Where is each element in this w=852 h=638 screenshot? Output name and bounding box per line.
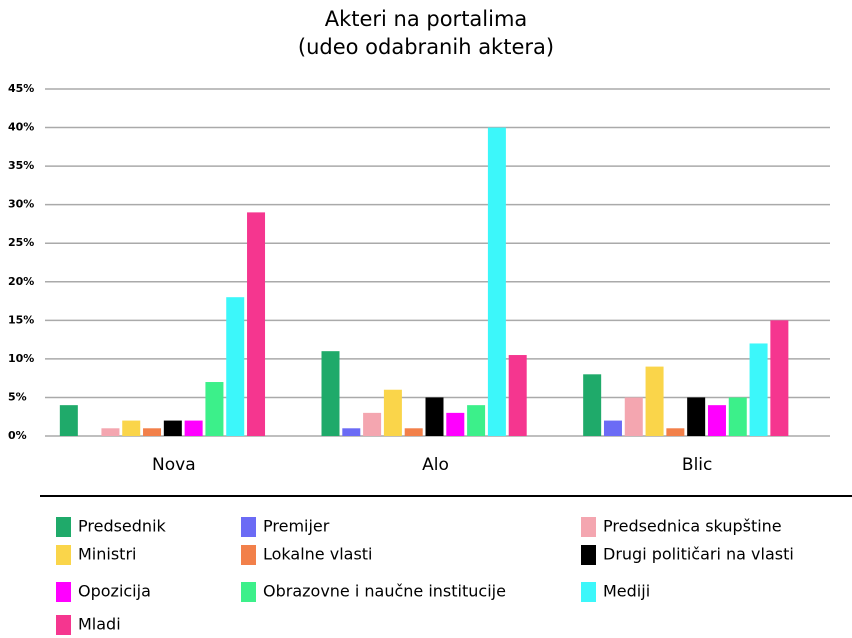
legend-label: Opozicija: [78, 582, 151, 601]
y-tick-label: 25%: [8, 236, 34, 249]
bar: [707, 405, 726, 436]
legend-label: Premijer: [263, 517, 330, 536]
legend-label: Obrazovne i naučne institucije: [263, 582, 506, 601]
y-tick-label: 30%: [8, 198, 34, 211]
bar: [163, 420, 182, 436]
bar: [342, 428, 361, 436]
legend-label: Ministri: [78, 545, 136, 564]
legend-label: Mladi: [78, 615, 121, 634]
y-tick-label: 20%: [8, 275, 34, 288]
legend-swatch: [241, 517, 256, 537]
legend-swatch: [241, 582, 256, 602]
legend-label: Drugi političari na vlasti: [603, 545, 794, 564]
bar: [122, 420, 141, 436]
legend-swatch: [56, 545, 71, 565]
bar: [645, 366, 664, 436]
bar: [467, 405, 486, 436]
legend-label: Lokalne vlasti: [263, 545, 373, 564]
bar: [363, 412, 382, 436]
y-tick-label: 35%: [8, 159, 34, 172]
bar: [770, 320, 789, 436]
bar: [666, 428, 685, 436]
legend-label: Mediji: [603, 582, 650, 601]
bar: [728, 397, 747, 436]
bar: [321, 351, 340, 436]
bar: [583, 374, 602, 436]
x-tick-label: Blic: [682, 455, 712, 475]
legend-swatch: [241, 545, 256, 565]
bar: [247, 212, 266, 436]
legend-swatch: [56, 615, 71, 635]
y-tick-label: 0%: [8, 429, 27, 442]
bar: [603, 420, 622, 436]
bar: [687, 397, 706, 436]
bar: [226, 297, 245, 436]
bar: [446, 412, 465, 436]
bar: [425, 397, 444, 436]
legend-swatch: [581, 582, 596, 602]
y-tick-label: 5%: [8, 390, 27, 403]
bar: [487, 127, 506, 437]
x-tick-label: Nova: [152, 455, 196, 475]
bar: [383, 389, 402, 436]
bar: [59, 405, 78, 436]
legend-swatch: [56, 582, 71, 602]
y-tick-label: 45%: [8, 82, 34, 95]
bar: [205, 382, 224, 436]
bar: [749, 343, 768, 436]
bar: [624, 397, 643, 436]
legend-label: Predsednik: [78, 517, 167, 536]
y-tick-label: 40%: [8, 121, 34, 134]
bar: [508, 355, 527, 436]
bar: [143, 428, 162, 436]
legend-swatch: [56, 517, 71, 537]
legend-swatch: [581, 545, 596, 565]
legend-swatch: [581, 517, 596, 537]
bar: [184, 420, 203, 436]
chart-subtitle: (udeo odabranih aktera): [298, 35, 554, 59]
y-tick-label: 10%: [8, 352, 34, 365]
y-tick-label: 15%: [8, 313, 34, 326]
x-tick-label: Alo: [422, 455, 449, 475]
chart-title: Akteri na portalima: [325, 7, 528, 31]
bar: [101, 428, 120, 436]
legend-label: Predsednica skupštine: [603, 517, 782, 536]
bar: [404, 428, 423, 436]
